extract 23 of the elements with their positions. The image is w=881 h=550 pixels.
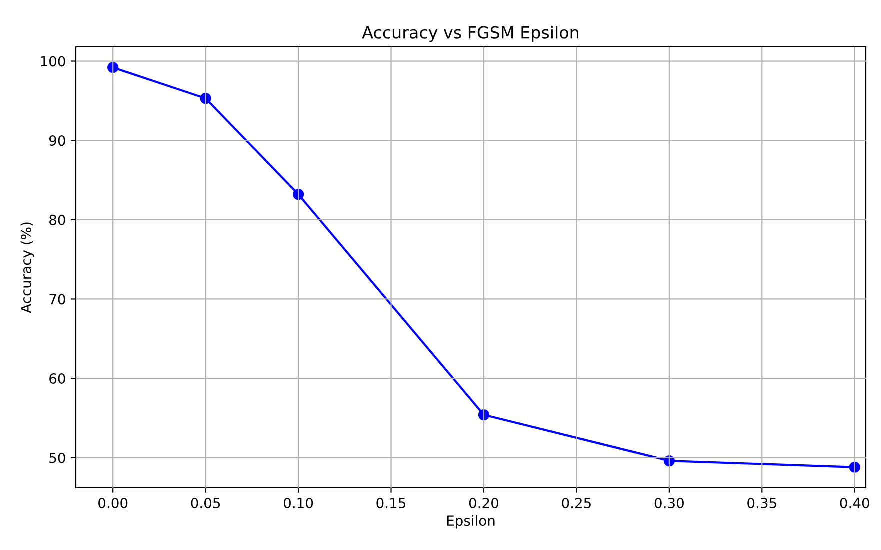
- x-tick-label: 0.30: [654, 498, 684, 508]
- x-axis-title: Epsilon: [447, 515, 495, 529]
- point: [292, 188, 304, 200]
- x-tick-label: 0.10: [284, 498, 314, 508]
- x-tick-label: 0.15: [376, 498, 406, 508]
- x-tick-label: 0.35: [748, 498, 776, 508]
- point: [849, 462, 860, 473]
- x-tick-label: 0.25: [562, 498, 591, 508]
- x-tick-label: 0.20: [469, 498, 499, 508]
- point: [200, 93, 212, 104]
- y-tick-label: 60: [50, 374, 66, 384]
- y-tick-label: 80: [50, 214, 66, 226]
- x-tick-label: 0.05: [191, 498, 220, 508]
- x-tick-label: 0.00: [98, 498, 128, 508]
- y-tick-label: 100: [41, 56, 66, 67]
- point: [478, 409, 490, 421]
- y-axis-title: Accuracy (%): [20, 222, 34, 314]
- point: [108, 62, 119, 74]
- y-tick-label: 70: [50, 294, 66, 305]
- y-tick-label: 90: [49, 136, 66, 146]
- y-tick-label: 50: [50, 452, 66, 464]
- x-tick-label: 0.40: [840, 498, 870, 508]
- chart-title: Accuracy vs FGSM Epsilon: [362, 26, 578, 42]
